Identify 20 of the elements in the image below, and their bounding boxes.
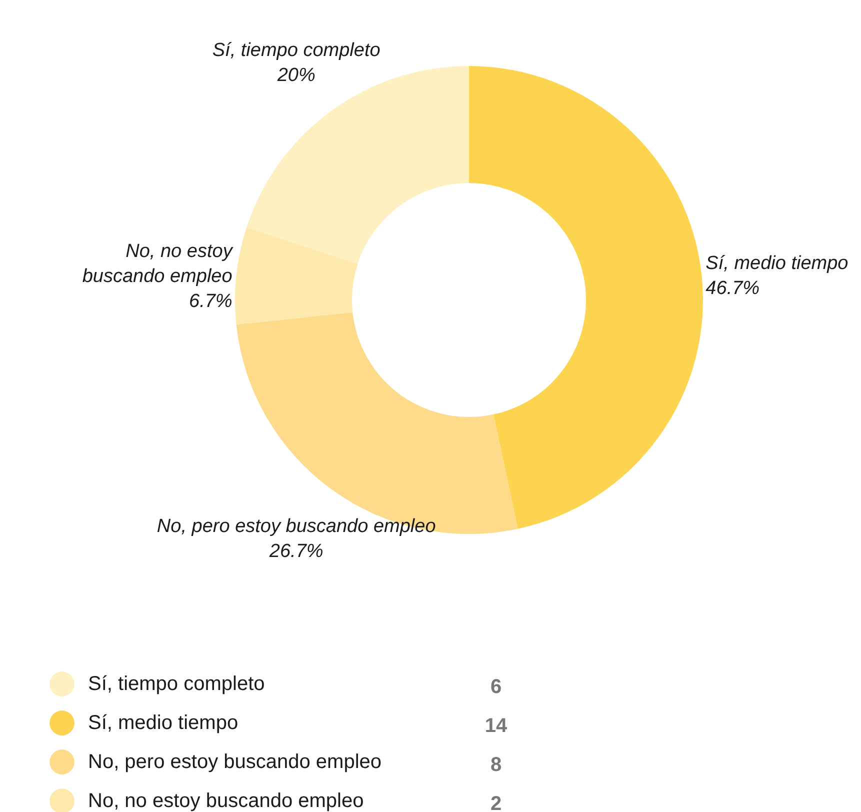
data-label: 26.7% xyxy=(268,540,324,562)
text: 14 xyxy=(484,715,508,737)
legend-label: No, pero estoy buscando empleo xyxy=(88,751,382,773)
data-label: 20% xyxy=(276,65,316,86)
donut-slice xyxy=(235,227,358,325)
legend-label: Sí, medio tiempo xyxy=(88,712,238,734)
text: 2 xyxy=(490,793,502,812)
legend-label: No, no estoy buscando empleo xyxy=(88,790,364,812)
data-label: 46.7% xyxy=(706,278,760,300)
donut-slice xyxy=(236,312,518,534)
donut-slice xyxy=(246,66,469,264)
text: 8 xyxy=(490,754,502,776)
data-label: 6.7% xyxy=(189,291,232,312)
slice-label: Sí, medio tiempo xyxy=(706,253,848,274)
slice-label: No, pero estoy buscando empleo xyxy=(156,516,436,537)
legend-label: Sí, tiempo completo xyxy=(88,673,265,695)
donut-slice xyxy=(469,66,703,529)
slice-label: Sí, tiempo completo xyxy=(212,40,380,62)
text: 6 xyxy=(490,676,502,698)
slice-label: No, no estoy buscando empleo xyxy=(82,241,234,288)
